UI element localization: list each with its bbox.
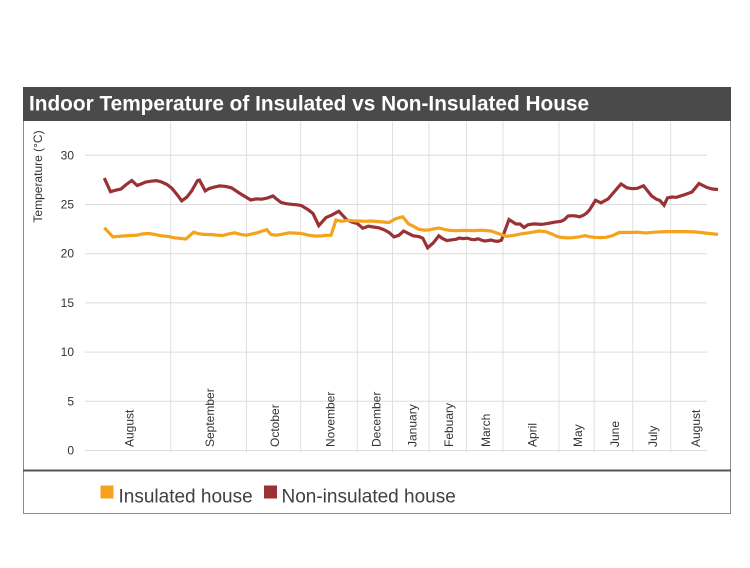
svg-text:July: July [646,426,660,447]
svg-text:0: 0 [67,444,74,458]
svg-text:10: 10 [61,345,75,359]
svg-text:September: September [203,388,217,447]
svg-text:June: June [608,421,622,447]
svg-text:Insulated house: Insulated house [119,487,253,508]
svg-text:15: 15 [61,296,75,310]
svg-text:April: April [526,423,540,447]
svg-text:March: March [479,414,493,447]
svg-text:Febuary: Febuary [442,403,456,447]
svg-text:January: January [405,404,419,447]
svg-text:30: 30 [61,148,75,162]
svg-text:Non-insulated house: Non-insulated house [282,487,456,508]
svg-text:October: October [268,404,282,447]
svg-text:5: 5 [67,394,74,408]
svg-text:25: 25 [61,198,75,212]
svg-text:August: August [122,409,136,447]
svg-text:December: December [369,392,383,447]
svg-text:20: 20 [61,247,75,261]
svg-text:Indoor Temperature of Insulate: Indoor Temperature of Insulated vs Non-I… [29,93,589,116]
svg-text:Temperature (°C): Temperature (°C) [31,130,45,222]
svg-text:August: August [689,409,703,447]
svg-text:November: November [324,392,338,447]
svg-text:May: May [571,424,585,447]
